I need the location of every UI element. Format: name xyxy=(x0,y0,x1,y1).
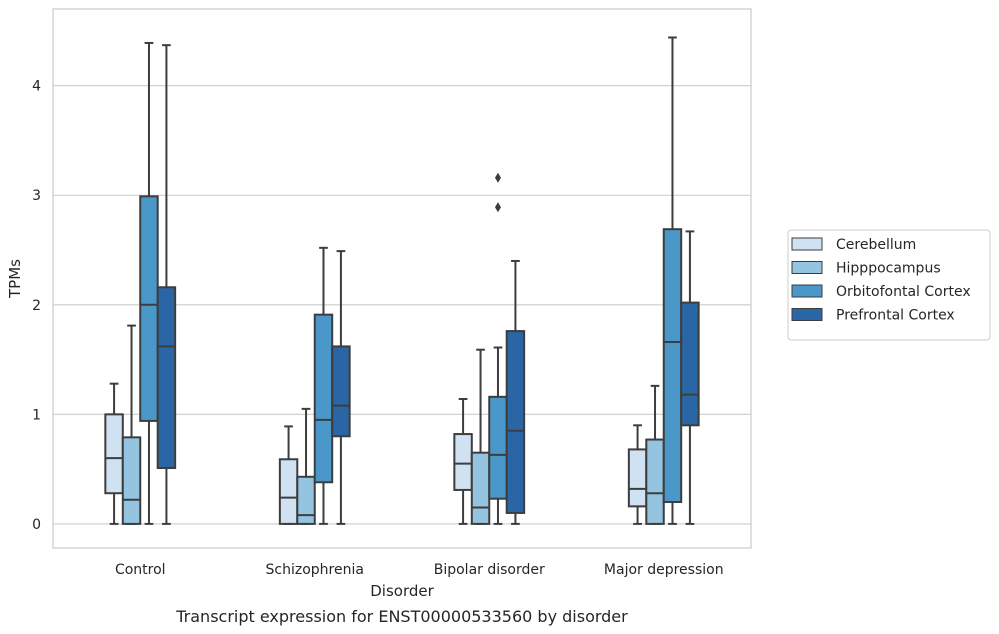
box-hipppocampus xyxy=(296,407,316,525)
box-hipppocampus xyxy=(645,384,665,525)
box-iqr xyxy=(680,301,700,427)
legend-box xyxy=(787,229,991,341)
box-iqr xyxy=(645,438,665,525)
box-iqr xyxy=(121,436,142,525)
legend-label: Hipppocampus xyxy=(836,261,941,277)
x-axis-ticks: Control Schizophrenia Bipolar disorder Majo… xyxy=(115,562,724,578)
box-cerebellum xyxy=(104,382,124,525)
box-iqr xyxy=(331,345,351,438)
box-iqr xyxy=(453,433,473,491)
legend-swatch xyxy=(791,261,823,274)
box-iqr xyxy=(156,286,177,470)
box-iqr xyxy=(488,395,508,500)
box-prefrontal-cortex xyxy=(156,44,177,525)
box-iqr xyxy=(505,330,526,514)
outlier-point xyxy=(494,202,501,213)
y-tick-label: 0 xyxy=(32,517,41,533)
legend-label: Orbitofontal Cortex xyxy=(836,284,971,300)
box-hipppocampus xyxy=(121,324,142,525)
legend: Cerebellum Hipppocampus Orbitofontal Corte… xyxy=(787,229,991,341)
legend-swatch xyxy=(791,237,823,251)
y-tick-label: 1 xyxy=(32,407,41,423)
box-iqr xyxy=(470,451,491,525)
y-tick-label: 4 xyxy=(32,79,41,95)
box-iqr xyxy=(627,448,648,508)
legend-swatch xyxy=(791,308,823,321)
box-orbitofontal-cortex xyxy=(313,246,334,525)
box-prefrontal-cortex xyxy=(680,230,700,525)
chart-caption: Transcript expression for ENST0000053356… xyxy=(175,607,628,626)
x-tick-label: Control xyxy=(115,562,166,578)
y-tick-label: 2 xyxy=(32,298,41,314)
box-iqr xyxy=(313,313,334,484)
x-tick-label: Schizophrenia xyxy=(266,562,364,578)
y-tick-label: 3 xyxy=(32,188,41,204)
box-cerebellum xyxy=(278,425,299,525)
legend-swatch xyxy=(791,284,823,298)
box-orbitofontal-cortex xyxy=(139,41,159,525)
box-hipppocampus xyxy=(470,348,491,525)
plot-frame xyxy=(52,8,752,549)
boxes-layer xyxy=(104,36,700,525)
y-axis-label: TPMs xyxy=(6,259,24,299)
box-iqr xyxy=(662,228,683,503)
legend-label: Cerebellum xyxy=(836,237,916,253)
x-tick-label: Bipolar disorder xyxy=(434,562,545,578)
box-orbitofontal-cortex xyxy=(488,172,508,525)
box-cerebellum xyxy=(453,398,473,525)
box-iqr xyxy=(104,413,124,495)
x-axis-label: Disorder xyxy=(370,582,434,600)
box-prefrontal-cortex xyxy=(505,259,526,525)
box-iqr xyxy=(139,195,159,422)
box-iqr xyxy=(296,475,316,525)
box-prefrontal-cortex xyxy=(331,250,351,525)
outlier-point xyxy=(494,172,501,183)
box-cerebellum xyxy=(627,424,648,525)
box-orbitofontal-cortex xyxy=(662,36,683,525)
box-iqr xyxy=(278,458,299,525)
legend-label: Prefrontal Cortex xyxy=(836,308,955,324)
x-tick-label: Major depression xyxy=(604,562,724,578)
y-axis-ticks: 0 1 2 3 4 xyxy=(32,79,41,533)
